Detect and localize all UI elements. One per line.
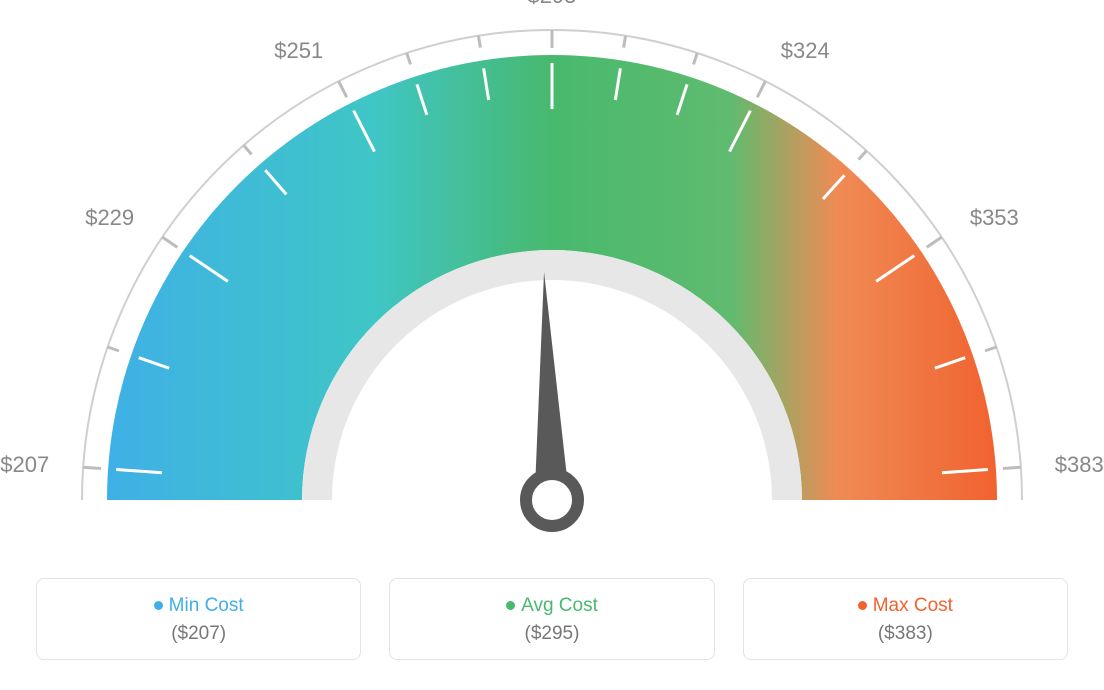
legend-card-avg: Avg Cost ($295) [389, 578, 714, 660]
scale-tick [478, 36, 480, 48]
tick-label: $324 [781, 38, 830, 63]
tick-label: $353 [970, 205, 1019, 230]
tick-label: $229 [85, 205, 134, 230]
scale-tick [108, 347, 119, 351]
scale-tick [858, 151, 866, 160]
gauge-svg: $207 $229 $251 $295 $324 $353 $383 [0, 0, 1104, 560]
tick-label: $383 [1055, 452, 1104, 477]
legend-card-max: Max Cost ($383) [743, 578, 1068, 660]
scale-tick [927, 237, 942, 247]
legend-dot-icon [506, 601, 515, 610]
legend-value: ($207) [37, 623, 360, 645]
legend-label-text: Max Cost [873, 595, 953, 616]
legend-title: Max Cost [744, 595, 1067, 617]
legend-title: Min Cost [37, 595, 360, 617]
tick-label: $207 [0, 452, 49, 477]
scale-tick [407, 53, 411, 64]
scale-tick [624, 36, 626, 48]
legend-card-min: Min Cost ($207) [36, 578, 361, 660]
legend-value: ($383) [744, 623, 1067, 645]
scale-tick [244, 145, 252, 154]
scale-tick [83, 467, 101, 468]
tick-label: $295 [528, 0, 577, 8]
scale-tick [757, 81, 765, 97]
legend-row: Min Cost ($207) Avg Cost ($295) Max Cost ($38… [0, 560, 1104, 660]
scale-tick [339, 81, 347, 97]
legend-value: ($295) [390, 623, 713, 645]
scale-tick [162, 237, 177, 247]
gauge-chart: $207 $229 $251 $295 $324 $353 $383 [0, 0, 1104, 560]
tick-label: $251 [274, 38, 323, 63]
legend-dot-icon [858, 601, 867, 610]
legend-label-text: Avg Cost [521, 595, 598, 616]
legend-label-text: Min Cost [169, 595, 244, 616]
needle-hub [526, 474, 578, 526]
legend-dot-icon [154, 601, 163, 610]
scale-tick [1003, 467, 1021, 468]
scale-tick [694, 53, 698, 64]
legend-title: Avg Cost [390, 595, 713, 617]
scale-tick [985, 347, 996, 351]
